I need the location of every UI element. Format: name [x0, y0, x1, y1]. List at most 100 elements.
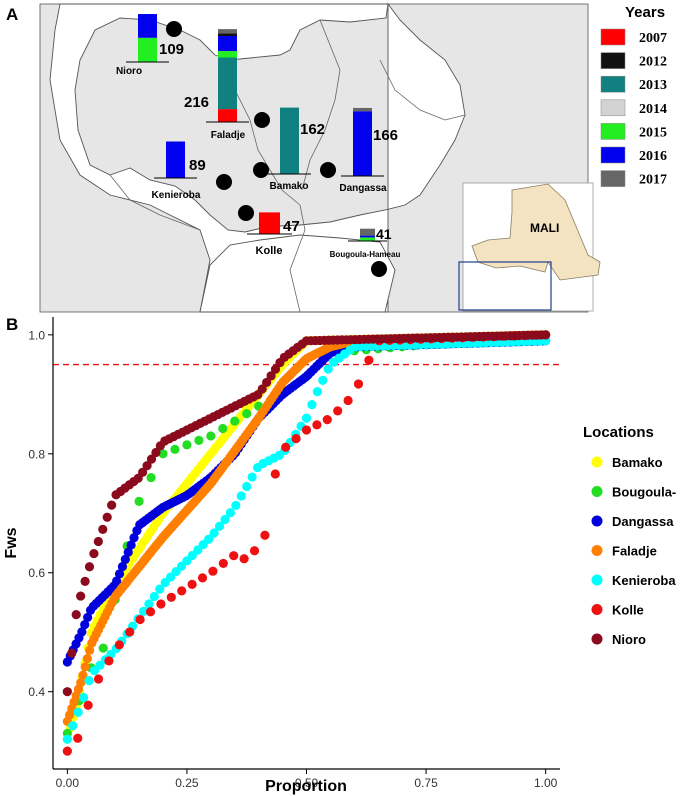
point-kolle	[364, 355, 374, 365]
point-dangassa	[129, 533, 139, 543]
year-legend-label-2007: 2007	[639, 31, 667, 46]
point-kolle	[145, 607, 156, 617]
legend-marker-nioro	[591, 633, 603, 645]
point-dangassa	[114, 569, 125, 579]
site-dot-bamako	[253, 162, 269, 178]
legend-marker-bamako	[591, 456, 603, 468]
point-nioro	[93, 536, 103, 547]
site-dot-dangassa	[320, 162, 336, 178]
point-kenieroba	[204, 534, 214, 544]
point-kolle	[229, 551, 239, 561]
site-total-bougoula-hameau: 41	[376, 226, 392, 242]
map-border	[289, 204, 306, 313]
point-bougoula	[206, 431, 216, 441]
year-legend: 2007 2012 2013 2014 2015 2016 2017	[600, 28, 667, 188]
bar-segment-faladje-2015	[218, 51, 237, 58]
point-kenieroba	[79, 692, 89, 703]
point-kenieroba	[62, 734, 72, 744]
x-axis-ticks: 0.00 0.25 0.50 0.75 1.00	[56, 769, 558, 790]
point-kolle	[197, 573, 208, 583]
point-nioro	[142, 461, 152, 471]
point-dangassa	[123, 547, 133, 557]
y-axis-ticks: 0.4 0.6 0.8 1.0	[28, 328, 53, 699]
bar-segment-faladje-2012	[218, 33, 237, 36]
map-border	[301, 19, 341, 191]
bar-segment-nioro-2015	[138, 37, 157, 62]
site-total-kolle: 47	[283, 218, 300, 235]
point-kolle	[83, 700, 93, 710]
legend-label-bamako: Bamako	[612, 455, 663, 470]
point-dangassa	[112, 576, 122, 586]
point-kolle	[135, 614, 145, 625]
point-kolle	[353, 379, 364, 389]
point-kenieroba	[149, 591, 159, 602]
point-nioro	[98, 524, 108, 534]
map-region-south	[199, 234, 396, 313]
point-kolle	[270, 469, 280, 479]
site-total-faladje: 216	[184, 94, 209, 111]
point-dangassa	[83, 612, 93, 623]
x-tick-label: 0.50	[295, 776, 319, 790]
year-legend-label-2016: 2016	[639, 149, 667, 164]
bar-segment-kenieroba-2016	[166, 141, 185, 178]
x-axis-label: Proportion	[265, 778, 347, 795]
site-label-kenieroba: Kenieroba	[152, 190, 201, 201]
point-kolle	[187, 579, 197, 589]
legend-label-kenieroba: Kenieroba	[612, 573, 676, 588]
point-nioro	[151, 447, 161, 458]
point-kolle	[177, 586, 187, 596]
panel-a-label: A	[6, 5, 18, 24]
point-kenieroba	[144, 599, 154, 609]
point-kenieroba	[307, 399, 317, 410]
bar-segment-dangassa-2016	[353, 111, 372, 176]
point-kolle	[114, 640, 124, 650]
y-tick-label: 1.0	[28, 328, 45, 342]
country-label: MALI	[530, 221, 559, 235]
panel-b: B 0.4 0.6 0.8 1.0 0.00 0.25 0.50 0.75 1.00 Prop…	[3, 315, 676, 795]
point-kolle	[322, 415, 332, 425]
x-tick-label: 0.00	[56, 776, 80, 790]
site-total-bamako: 162	[300, 121, 325, 138]
point-nioro	[76, 591, 86, 601]
point-kolle	[93, 674, 104, 684]
point-kenieroba	[247, 472, 257, 482]
bar-segment-nioro-2016	[138, 14, 157, 38]
point-nioro	[71, 609, 81, 620]
site-dot-nioro	[166, 21, 182, 37]
location-legend-title: Locations	[583, 424, 654, 441]
legend-label-faladje: Faladje	[612, 544, 657, 559]
legend-marker-faladje	[591, 545, 603, 556]
point-nioro	[107, 500, 117, 510]
bar-segment-dangassa-2017	[353, 107, 372, 112]
point-kenieroba	[301, 413, 312, 423]
bar-segment-faladje-2007	[218, 109, 237, 122]
point-faladje	[82, 654, 92, 664]
point-bougoula	[158, 449, 168, 459]
y-axis-label: Fws	[3, 527, 20, 558]
legend-label-nioro: Nioro	[612, 632, 646, 647]
point-faladje	[78, 670, 88, 680]
point-kenieroba	[242, 481, 252, 492]
year-legend-label-2012: 2012	[639, 55, 667, 70]
point-kolle	[239, 554, 249, 564]
point-kenieroba	[155, 584, 165, 594]
series-nioro	[62, 330, 551, 697]
point-kenieroba	[225, 508, 236, 518]
site-dot-faladje	[254, 112, 270, 128]
x-tick-label: 0.25	[175, 776, 199, 790]
point-kolle	[281, 442, 291, 452]
site-dot-kolle	[238, 205, 254, 221]
point-nioro	[257, 384, 267, 394]
point-kenieroba	[84, 676, 94, 686]
legend-label-kolle: Kolle	[612, 603, 644, 618]
point-bougoula	[218, 423, 228, 434]
point-kolle	[104, 656, 114, 666]
year-legend-label-2017: 2017	[639, 173, 667, 188]
series-kolle	[62, 330, 551, 756]
point-nioro	[266, 371, 276, 381]
bar-segment-kolle-2007	[259, 212, 280, 234]
legend-label-dangassa: Dangassa	[612, 514, 674, 529]
point-faladje	[80, 662, 90, 672]
point-nioro	[67, 648, 77, 658]
site-label-bamako: Bamako	[270, 181, 309, 192]
